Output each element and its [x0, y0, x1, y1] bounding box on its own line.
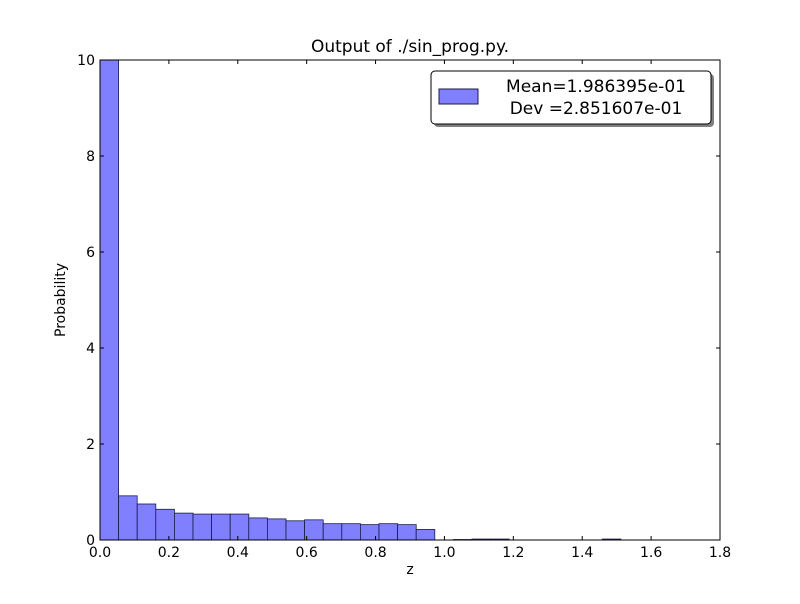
legend-mean-label: Mean=1.986395e-01 [506, 77, 686, 97]
histogram-bar [155, 508, 175, 541]
y-axis-label: Probability [53, 263, 69, 337]
histogram-bar [99, 59, 120, 541]
x-axis-ticks: 0.0 0.2 0.4 0.6 0.8 1.0 1.2 1.4 1.6 1.8 [89, 60, 731, 561]
x-tick-label: 1.4 [571, 545, 593, 561]
x-tick-label: 0.2 [158, 545, 180, 561]
histogram-bar [118, 495, 138, 541]
x-tick-label: 0.0 [89, 545, 111, 561]
histogram-bar [211, 513, 231, 541]
histogram-bar [415, 529, 436, 541]
x-tick-label: 1.8 [709, 545, 731, 561]
histogram-bar [229, 513, 250, 541]
legend: Mean=1.986395e-01 Dev =2.851607e-01 [430, 70, 714, 127]
histogram-bar [322, 523, 343, 541]
legend-box [430, 70, 712, 125]
y-tick-label: 8 [86, 149, 95, 165]
x-tick-label: 1.2 [502, 545, 524, 561]
x-tick-label: 1.0 [433, 545, 455, 561]
x-tick-label: 0.4 [227, 545, 249, 561]
histogram-bars [99, 59, 622, 541]
y-tick-label: 10 [77, 53, 95, 69]
y-tick-label: 6 [86, 245, 95, 261]
histogram-bar [341, 523, 361, 541]
x-tick-label: 0.6 [296, 545, 318, 561]
y-axis-ticks: 0 2 4 6 8 10 [77, 53, 720, 549]
legend-dev-label: Dev =2.851607e-01 [510, 99, 683, 119]
histogram-bar [359, 524, 380, 541]
y-tick-label: 2 [86, 437, 95, 453]
histogram-bar [285, 520, 306, 541]
histogram-bar [173, 512, 194, 541]
chart-title: Output of ./sin_prog.py. [311, 37, 509, 57]
y-tick-label: 4 [86, 341, 95, 357]
histogram-bar [136, 503, 157, 541]
histogram-bar [378, 523, 399, 541]
x-axis-label: z [406, 562, 413, 578]
plot-frame [99, 59, 721, 541]
histogram-bar [192, 513, 213, 541]
histogram-bar [304, 519, 324, 541]
x-tick-label: 1.6 [640, 545, 662, 561]
legend-swatch [438, 88, 479, 105]
x-tick-label: 0.8 [364, 545, 386, 561]
histogram-bar [397, 524, 417, 541]
y-tick-label: 0 [86, 533, 95, 549]
histogram-bar [248, 517, 268, 541]
histogram-bar [266, 518, 287, 541]
